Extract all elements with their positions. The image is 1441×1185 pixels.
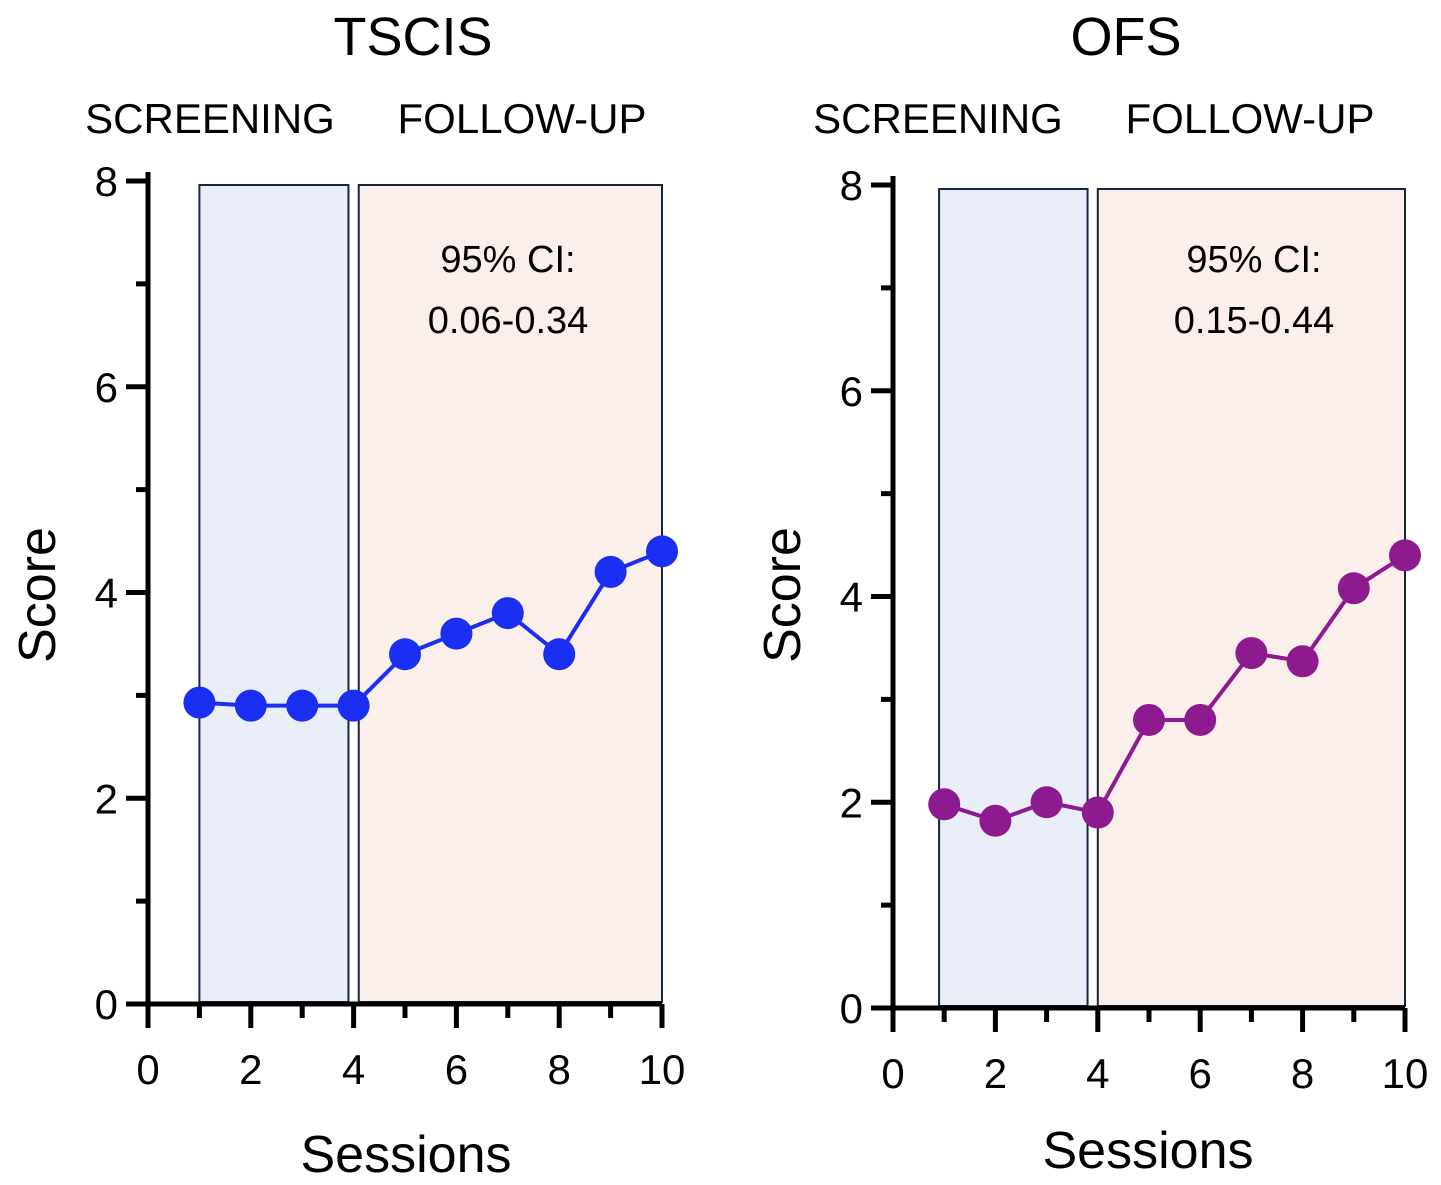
- x-tick-label: 4: [342, 1046, 365, 1093]
- data-point: [1286, 645, 1319, 678]
- x-tick-label: 10: [639, 1046, 686, 1093]
- y-tick-label: 4: [840, 574, 863, 621]
- y-tick-label: 0: [840, 985, 863, 1032]
- axes: 0 2 4 6 8 0 2 4 6 8 10: [95, 158, 686, 1093]
- y-tick-label: 6: [840, 368, 863, 415]
- phase-label-follow-up: FOLLOW-UP: [398, 95, 647, 142]
- data-point: [646, 535, 678, 568]
- data-point: [1184, 703, 1217, 736]
- x-tick-label: 6: [445, 1046, 468, 1093]
- phase-bands: [938, 188, 1407, 1007]
- phase-bands: [198, 184, 663, 1003]
- data-point: [1235, 637, 1268, 670]
- phase-band-follow-up: [357, 184, 663, 1003]
- x-tick-label: 10: [1382, 1050, 1429, 1097]
- phase-band-screening: [938, 188, 1089, 1007]
- chart-title: TSCIS: [333, 7, 492, 67]
- x-tick-label: 8: [1291, 1050, 1314, 1097]
- data-point: [1133, 703, 1165, 736]
- phase-label-screening: SCREENING: [85, 95, 335, 142]
- x-tick-label: 2: [239, 1046, 262, 1093]
- data-series: [183, 535, 678, 722]
- series-line: [199, 549, 663, 708]
- data-point: [337, 689, 370, 722]
- tscis-chart-panel: TSCIS SCREENING FOLLOW-UP 95% CI: 0.06-0…: [9, 7, 685, 1184]
- data-point: [491, 597, 524, 630]
- ci-range: 0.06-0.34: [428, 300, 589, 342]
- data-series: [928, 539, 1421, 837]
- data-point: [389, 638, 421, 671]
- data-point: [1081, 796, 1114, 829]
- ci-annotation: 95% CI: 0.15-0.44: [1174, 239, 1335, 342]
- ci-annotation: 95% CI: 0.06-0.34: [428, 239, 589, 342]
- y-tick-label: 4: [95, 570, 118, 617]
- y-tick-label: 2: [840, 779, 863, 826]
- data-point: [979, 804, 1012, 837]
- phase-band-screening: [198, 184, 350, 1003]
- ci-label: 95% CI:: [440, 239, 575, 281]
- axes: 0 2 4 6 8 0 2 4 6 8 10: [840, 162, 1429, 1097]
- y-axis-title: Score: [754, 527, 812, 663]
- x-axis-title: Sessions: [1043, 1122, 1254, 1180]
- y-tick-label: 8: [95, 158, 118, 205]
- x-axis-title: Sessions: [301, 1126, 512, 1184]
- data-point: [1030, 786, 1063, 819]
- ci-range: 0.15-0.44: [1174, 300, 1335, 342]
- data-point: [928, 788, 961, 821]
- chart-title: OFS: [1070, 7, 1181, 67]
- phase-label-follow-up: FOLLOW-UP: [1126, 95, 1375, 142]
- series-line: [943, 553, 1407, 823]
- x-tick-label: 8: [548, 1046, 571, 1093]
- data-point: [543, 638, 576, 671]
- data-point: [183, 686, 216, 719]
- data-point: [440, 617, 473, 650]
- x-tick-label: 0: [881, 1050, 904, 1097]
- y-tick-label: 6: [95, 364, 118, 411]
- data-point: [234, 689, 267, 722]
- y-axis-title: Score: [9, 527, 67, 663]
- y-tick-label: 8: [840, 162, 863, 209]
- x-tick-label: 6: [1189, 1050, 1212, 1097]
- phase-label-screening: SCREENING: [813, 95, 1063, 142]
- x-tick-label: 2: [984, 1050, 1007, 1097]
- data-point: [594, 555, 627, 588]
- ci-label: 95% CI:: [1186, 239, 1321, 281]
- ofs-chart-panel: OFS SCREENING FOLLOW-UP 95% CI: 0.15-0.4…: [754, 7, 1428, 1180]
- x-tick-label: 4: [1086, 1050, 1109, 1097]
- y-tick-label: 0: [95, 981, 118, 1028]
- x-tick-label: 0: [136, 1046, 159, 1093]
- data-point: [1337, 572, 1370, 605]
- data-point: [1389, 539, 1421, 572]
- y-tick-label: 2: [95, 775, 118, 822]
- data-point: [286, 689, 319, 722]
